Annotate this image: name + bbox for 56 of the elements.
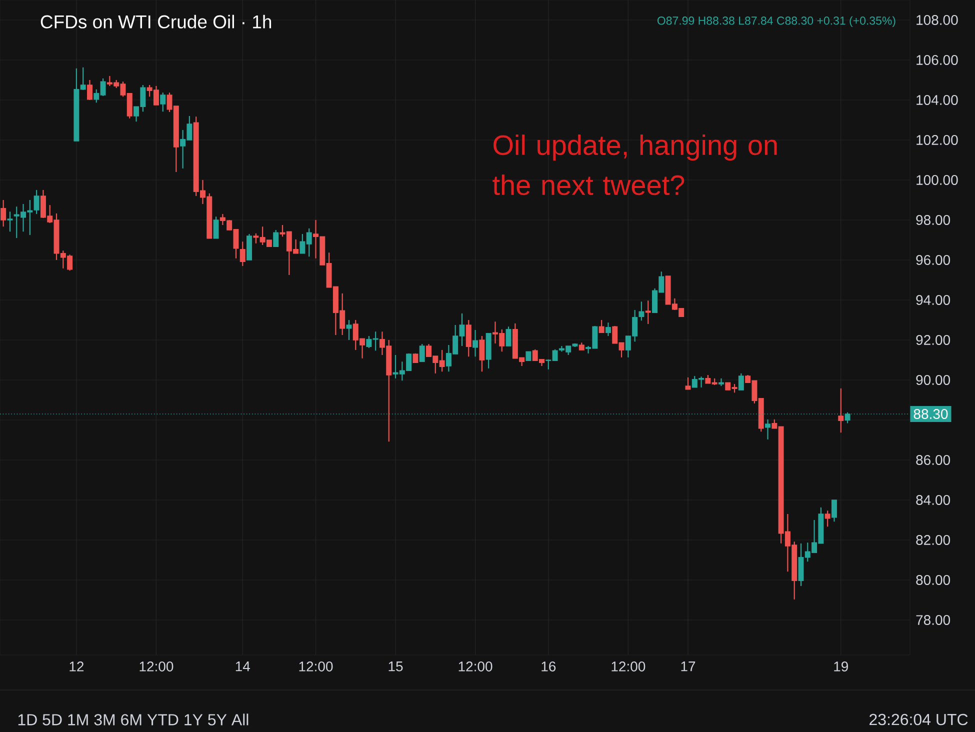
candlestick [824,510,830,528]
candlestick [506,326,512,347]
y-tick-label: 78.00 [916,615,950,625]
y-tick-label: 90.00 [916,375,950,385]
text: CFDs on WTI Crude Oil · 1h [40,14,272,28]
candlestick [86,79,92,101]
candlestick [160,92,166,112]
annotation: O87.99 H88.38 L87.84 C88.30 +0.31 (+0.35%) [657,16,896,27]
candlestick [685,376,691,390]
annotation: Oil update, hanging on the next tweet? [492,134,777,196]
x-tick-label: 12:00 [299,662,333,672]
y-tick-label: 86.00 [916,455,950,465]
text: 23:26:04 UTC [870,714,968,726]
candlestick [419,343,425,362]
candlestick [479,335,485,372]
x-tick-label: 15 [388,662,403,672]
y-tick-label: 80.00 [916,575,950,585]
y-tick-label: 84.00 [916,495,950,505]
y-tick-label: 104.00 [916,95,958,105]
candlestick [831,499,837,522]
candlestick [838,388,844,434]
candlestick [605,322,611,337]
y-tick-label: 96.00 [916,255,950,265]
candlestick [738,372,744,391]
y-tick-label: 94.00 [916,295,950,305]
y-tick-label: 106.00 [916,55,958,65]
candlestick [645,300,651,325]
y-tick-label: 92.00 [916,335,950,345]
y-tick-label: 100.00 [916,175,958,185]
candlestick [273,229,279,248]
x-tick-label: 12:00 [140,662,174,672]
candlestick [598,319,604,334]
ref-line-label: 88.30 [914,409,948,419]
x-tick-label: 19 [834,662,848,672]
candlestick [246,233,252,261]
x-tick-label: 12 [70,662,84,672]
candlestick [240,241,246,267]
candlestick [472,329,478,358]
candlestick [346,319,352,341]
x-tick-label: 12:00 [458,662,492,672]
x-tick-label: 14 [236,662,250,672]
y-tick-label: 108.00 [916,15,958,25]
candlestick [466,319,472,358]
candlestick [7,211,13,232]
candlestick [638,301,644,322]
candlestick [765,418,770,440]
y-tick-label: 82.00 [916,535,950,545]
y-tick-label: 98.00 [916,215,950,225]
x-tick-label: 16 [542,662,556,672]
text: 1D 5D 1M 3M 6M YTD 1Y 5Y All [18,714,248,726]
y-tick-label: 102.00 [916,135,958,145]
candlestick [213,216,219,239]
candlestick [0,199,6,228]
x-tick-label: 12:00 [612,662,646,672]
x-tick-label: 17 [681,662,696,672]
candlestick [718,378,724,387]
